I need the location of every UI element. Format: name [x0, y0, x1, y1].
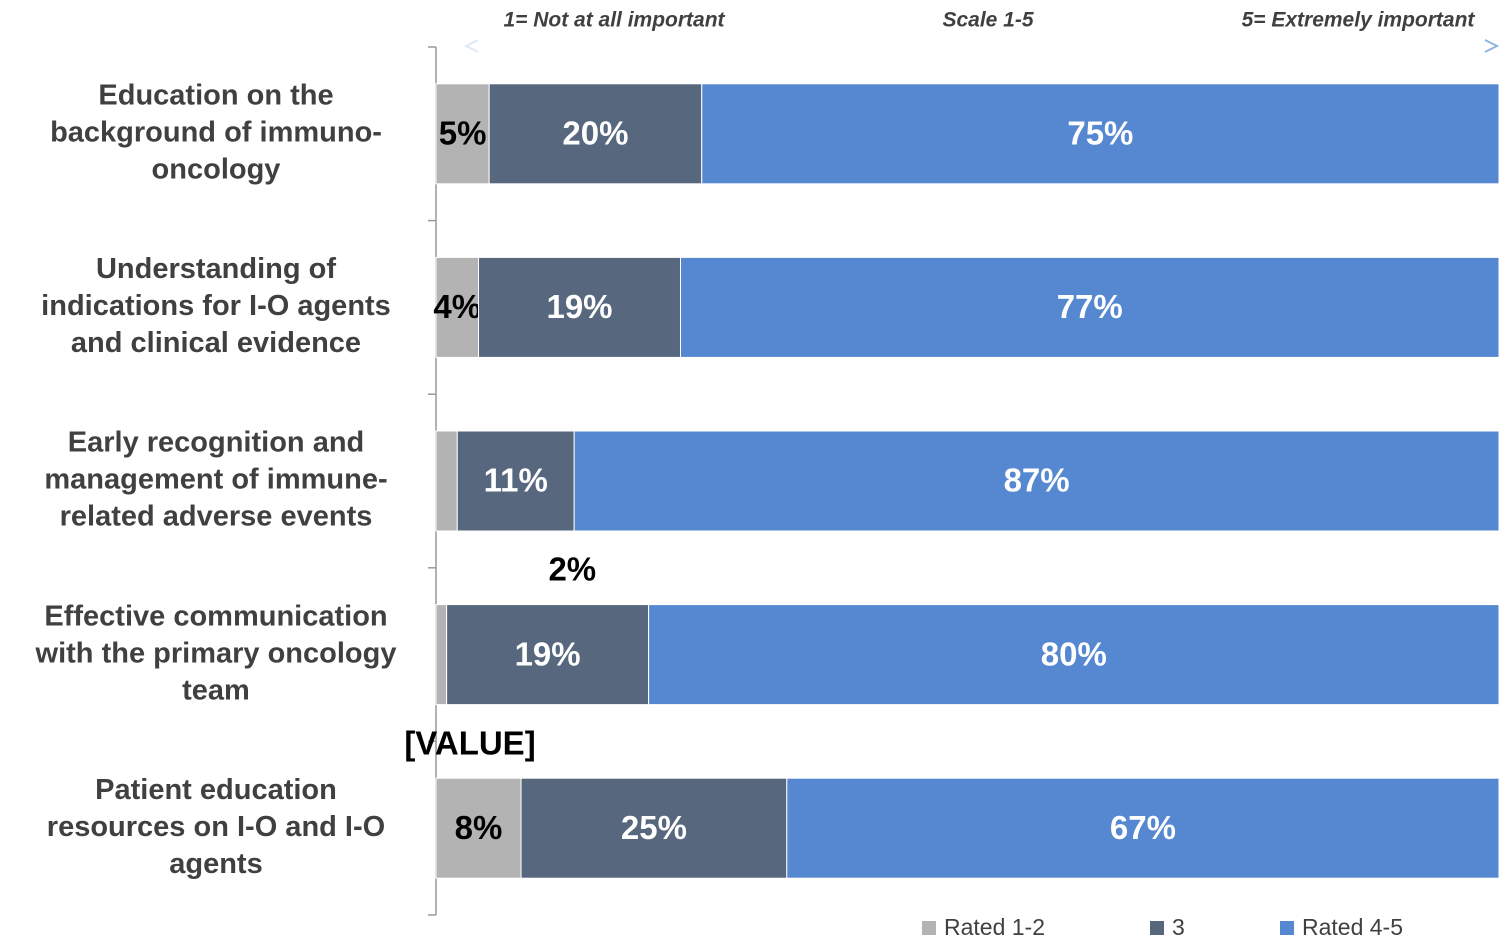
- value-label: 80%: [1041, 635, 1107, 672]
- value-label: 4%: [433, 288, 481, 325]
- category-label: Early recognition and: [68, 427, 365, 459]
- bar-segment: [648, 604, 1499, 706]
- bar-segment: [488, 83, 703, 185]
- value-label: 87%: [1004, 462, 1070, 499]
- bar-segment: [435, 83, 490, 185]
- bar-segment: [478, 256, 681, 358]
- category-label: with the primary oncology: [35, 637, 397, 669]
- bar-segment: [573, 430, 1499, 532]
- bar-segment: [435, 604, 448, 706]
- bar-segment: [786, 777, 1499, 879]
- legend-swatch: [922, 921, 936, 935]
- value-label: 19%: [515, 635, 581, 672]
- category-label: Understanding of: [96, 253, 336, 285]
- value-label: 67%: [1110, 809, 1176, 846]
- bar-segment: [701, 83, 1499, 185]
- bar-segment: [435, 430, 458, 532]
- bar-segment: [520, 777, 788, 879]
- category-label: related adverse events: [60, 501, 373, 533]
- bar-segment: [679, 256, 1499, 358]
- bar-segment: [435, 777, 522, 879]
- category-label: Effective communication: [44, 600, 387, 632]
- category-label: resources on I-O and I-O: [47, 811, 385, 843]
- legend-label: 3: [1172, 914, 1185, 940]
- value-label: 11%: [484, 462, 548, 499]
- value-label: 5%: [439, 115, 487, 152]
- legend-swatch: [1150, 921, 1164, 935]
- bar-segment: [456, 430, 575, 532]
- bar-segment: [446, 604, 650, 706]
- category-label: oncology: [152, 153, 281, 185]
- legend-label: Rated 1-2: [944, 914, 1045, 940]
- value-label: 2%: [548, 551, 596, 588]
- legend-swatch: [1280, 921, 1294, 935]
- scale-arrow: [463, 39, 1499, 53]
- scale-title: Scale 1-5: [942, 9, 1033, 32]
- value-label: 20%: [562, 115, 628, 152]
- category-label: team: [182, 674, 250, 706]
- value-label: 77%: [1057, 288, 1123, 325]
- value-label: 25%: [621, 809, 687, 846]
- category-label: background of immuno-: [50, 116, 382, 148]
- bar-segment: [435, 256, 480, 358]
- category-label: indications for I-O agents: [41, 290, 391, 322]
- category-label: agents: [169, 848, 262, 880]
- value-label: 19%: [546, 288, 612, 325]
- scale-high-label: 5= Extremely important: [1242, 9, 1476, 32]
- category-label: management of immune-: [44, 464, 387, 496]
- category-label: Education on the: [98, 79, 333, 111]
- value-label: [VALUE]: [404, 724, 535, 761]
- value-label: 75%: [1067, 115, 1133, 152]
- category-label: and clinical evidence: [71, 327, 361, 359]
- scale-low-label: 1= Not at all important: [503, 9, 725, 32]
- legend-label: Rated 4-5: [1302, 914, 1403, 940]
- category-label: Patient education: [95, 774, 337, 806]
- value-label: 8%: [455, 809, 503, 846]
